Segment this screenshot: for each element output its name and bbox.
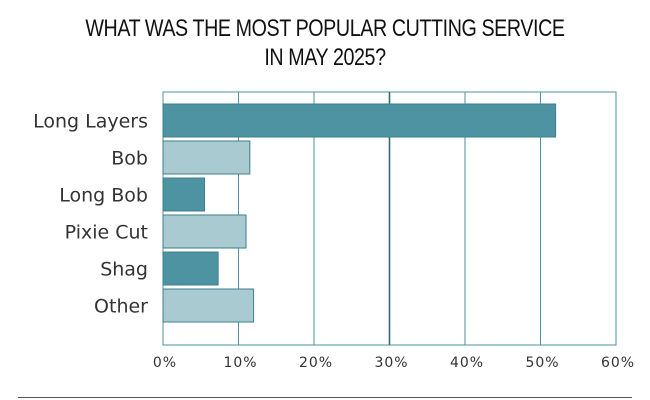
- bar-other: [162, 288, 255, 323]
- x-tick-labels: 0% 10% 20% 30% 40% 50% 60%: [153, 355, 635, 371]
- category-labels: Long Layers Bob Long Bob Pixie Cut Shag Other: [33, 111, 148, 318]
- bar-pixie-cut: [162, 214, 247, 249]
- bar-bob: [162, 140, 251, 175]
- category-label: Shag: [100, 259, 148, 281]
- x-tick-label: 0%: [153, 355, 177, 371]
- x-tick-label: 40%: [450, 355, 484, 371]
- bar-shag: [162, 251, 219, 286]
- category-label: Bob: [111, 148, 148, 170]
- x-tick-label: 50%: [525, 355, 559, 371]
- x-tick-label: 10%: [223, 355, 257, 371]
- bar-long-layers: [162, 103, 557, 138]
- category-label: Long Bob: [59, 185, 148, 207]
- bar-long-bob: [162, 177, 206, 212]
- x-tick-label: 20%: [299, 355, 333, 371]
- x-tick-label: 60%: [601, 355, 635, 371]
- chart-bars: [162, 103, 557, 323]
- chart-title: WHAT WAS THE MOST POPULAR CUTTING SERVIC…: [59, 14, 592, 72]
- category-label: Long Layers: [33, 111, 148, 133]
- chart-title-line-2: IN MAY 2025?: [264, 44, 386, 71]
- x-tick-label: 30%: [374, 355, 408, 371]
- category-label: Pixie Cut: [65, 222, 148, 244]
- footer-divider: [18, 397, 632, 398]
- chart-title-line-1: WHAT WAS THE MOST POPULAR CUTTING SERVIC…: [85, 15, 565, 42]
- category-label: Other: [94, 296, 148, 318]
